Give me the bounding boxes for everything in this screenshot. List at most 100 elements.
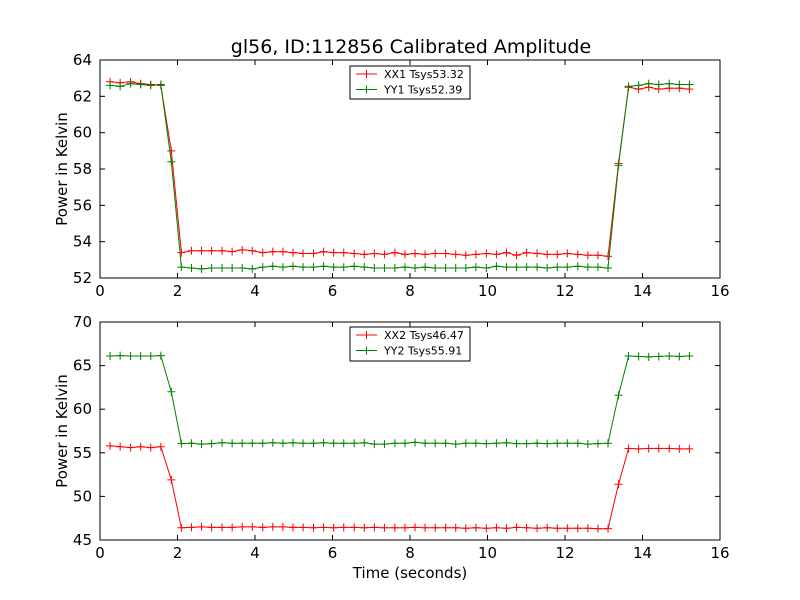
data-point-1-0-44 [553, 524, 562, 533]
data-point-0-0-6 [167, 146, 176, 155]
data-point-0-0-16 [268, 247, 277, 256]
data-point-0-0-35 [461, 251, 470, 260]
data-point-1-0-40 [512, 523, 521, 532]
data-point-0-0-19 [299, 249, 308, 258]
data-point-1-1-0 [106, 352, 115, 361]
series-line-0-0 [110, 81, 690, 257]
data-point-1-1-34 [451, 440, 460, 449]
upper-plot: 0 2 4 6 8 10 12 14 16 52 54 56 58 60 62 64 Power in Kelv… [53, 51, 730, 300]
data-point-1-1-50 [614, 391, 623, 400]
legend-marker [362, 70, 371, 78]
y-tick-label: 65 [73, 357, 92, 375]
data-point-0-0-18 [288, 248, 297, 257]
data-point-0-1-33 [441, 264, 450, 273]
data-point-1-0-46 [573, 524, 582, 533]
data-point-0-0-8 [187, 246, 196, 255]
data-point-1-0-2 [126, 443, 135, 452]
x-tick-label: 4 [250, 282, 260, 300]
data-point-0-1-55 [665, 79, 674, 88]
data-point-1-1-3 [136, 352, 145, 361]
data-point-0-1-30 [411, 264, 420, 273]
data-point-0-0-33 [441, 249, 450, 258]
data-point-1-0-52 [634, 444, 643, 453]
data-point-0-0-34 [451, 250, 460, 259]
x-tick-label: 0 [95, 544, 105, 562]
data-point-0-1-15 [258, 263, 267, 272]
data-point-1-0-38 [492, 523, 501, 532]
data-point-1-1-20 [309, 439, 318, 448]
legend: XX1 Tsys53.32 YY1 Tsys52.39 [349, 65, 471, 100]
data-point-0-1-8 [187, 264, 196, 273]
series-line-0-1 [110, 83, 690, 270]
legend-label: XX1 Tsys53.32 [384, 68, 464, 81]
y-axis-label: Power in Kelvin [53, 374, 71, 488]
data-point-0-1-17 [278, 263, 287, 272]
y-tick-label: 62 [73, 87, 92, 105]
data-point-0-0-41 [522, 248, 531, 257]
data-point-1-0-28 [390, 523, 399, 532]
data-point-0-0-7 [177, 248, 186, 257]
data-point-1-1-23 [339, 439, 348, 448]
data-point-0-0-44 [553, 250, 562, 259]
data-point-0-0-38 [492, 250, 501, 259]
data-point-1-1-39 [502, 438, 511, 447]
data-point-0-1-26 [370, 264, 379, 273]
data-point-0-1-43 [543, 264, 552, 273]
data-point-1-0-23 [339, 523, 348, 532]
data-point-0-0-32 [431, 249, 440, 258]
data-point-0-1-4 [146, 81, 155, 90]
data-point-0-0-31 [421, 250, 430, 259]
data-point-0-1-50 [614, 161, 623, 170]
data-point-0-1-49 [604, 264, 613, 273]
data-point-0-0-26 [370, 249, 379, 258]
data-point-0-0-14 [248, 246, 257, 255]
data-point-1-0-50 [614, 480, 623, 489]
x-tick-label: 0 [95, 282, 105, 300]
x-tick-label: 16 [710, 282, 729, 300]
data-point-0-0-27 [380, 250, 389, 259]
data-point-1-0-21 [319, 523, 328, 532]
data-point-0-1-7 [177, 263, 186, 272]
data-point-0-0-43 [543, 250, 552, 259]
data-point-1-1-41 [522, 439, 531, 448]
data-point-0-1-10 [207, 264, 216, 273]
data-point-0-1-3 [136, 80, 145, 89]
data-point-0-0-24 [350, 249, 359, 258]
data-point-1-0-30 [411, 523, 420, 532]
data-point-1-0-36 [471, 523, 480, 532]
x-tick-label: 8 [405, 282, 415, 300]
legend-label: YY2 Tsys55.91 [383, 345, 462, 358]
data-point-1-0-7 [177, 523, 186, 532]
x-tick-label: 6 [328, 282, 338, 300]
y-tick-label: 54 [73, 233, 92, 251]
data-point-1-0-16 [268, 522, 277, 531]
data-point-1-1-16 [268, 438, 277, 447]
series-line-1-0 [110, 445, 690, 530]
data-point-0-0-30 [411, 249, 420, 258]
data-point-0-1-2 [126, 79, 135, 88]
data-point-0-0-42 [533, 249, 542, 258]
data-point-1-0-17 [278, 522, 287, 531]
data-point-0-1-40 [512, 263, 521, 272]
data-point-1-1-37 [482, 439, 491, 448]
data-point-0-1-42 [533, 263, 542, 272]
data-point-1-0-0 [106, 441, 115, 450]
data-point-1-0-42 [533, 524, 542, 533]
data-point-0-0-36 [471, 250, 480, 259]
data-point-1-0-12 [228, 523, 237, 532]
series-line-1-1 [110, 355, 690, 445]
data-point-0-1-46 [573, 262, 582, 271]
data-point-1-0-53 [644, 444, 653, 453]
data-point-1-1-11 [218, 438, 227, 447]
data-point-0-0-28 [390, 248, 399, 257]
data-point-0-0-37 [482, 249, 491, 258]
data-point-1-0-1 [116, 442, 125, 451]
data-point-0-0-12 [228, 247, 237, 256]
y-tick-label: 64 [73, 51, 92, 69]
data-point-1-1-13 [238, 439, 247, 448]
data-point-1-0-18 [288, 523, 297, 532]
data-point-1-1-40 [512, 439, 521, 448]
data-point-0-1-39 [502, 263, 511, 272]
data-point-1-1-45 [563, 439, 572, 448]
